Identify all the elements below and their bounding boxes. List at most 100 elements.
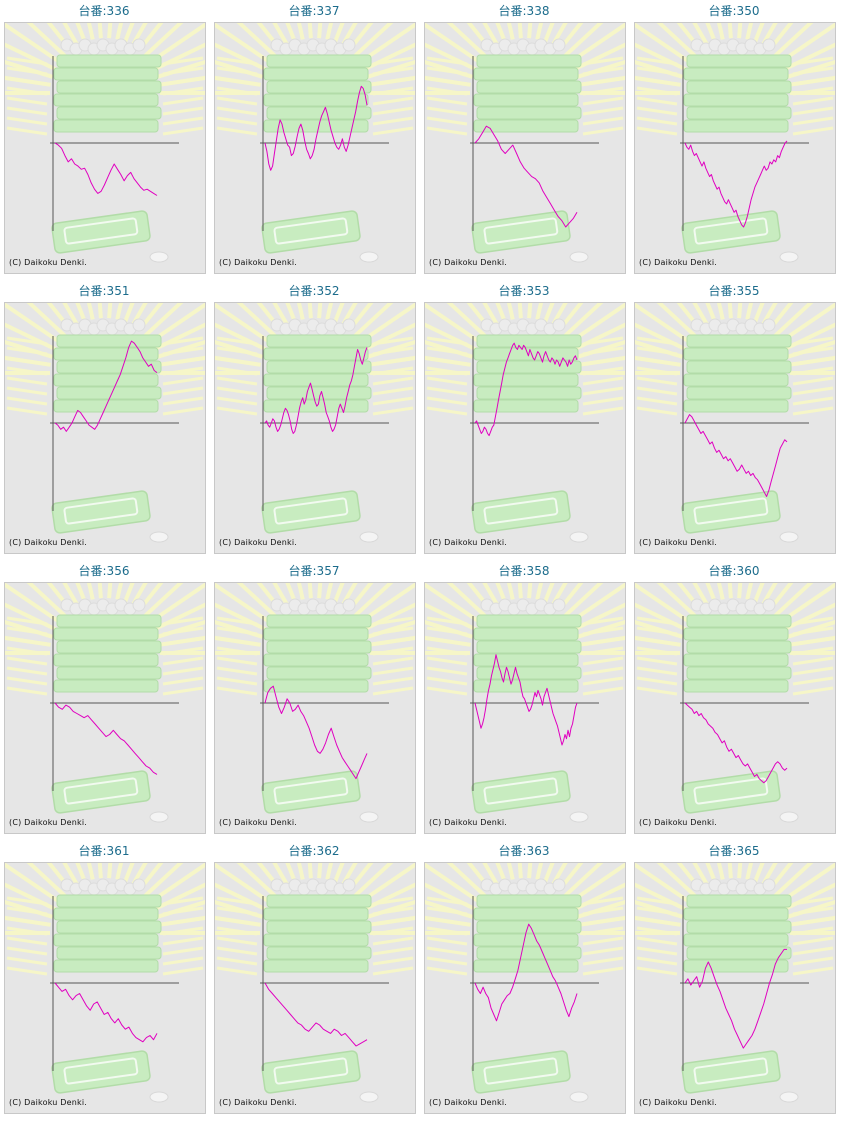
watermark-tray: [261, 490, 361, 534]
graph-panel[interactable]: (C) Daikoku Denki.: [424, 22, 626, 274]
graph-panel[interactable]: (C) Daikoku Denki.: [634, 582, 836, 834]
watermark-ray: [115, 583, 124, 600]
watermark-box: [266, 946, 372, 960]
watermark-ray: [372, 106, 414, 116]
watermark-ray: [792, 126, 834, 136]
watermark-coin: [762, 318, 776, 332]
machine-number-link[interactable]: 台番:357: [288, 564, 340, 578]
graph-svg: [215, 23, 415, 263]
machine-number-link[interactable]: 台番:355: [708, 284, 760, 298]
watermark-ray: [372, 116, 414, 126]
watermark-ray: [582, 956, 624, 966]
watermark-ray: [727, 303, 733, 319]
watermark-ray: [359, 303, 415, 344]
watermark-ray: [6, 376, 48, 386]
graph-panel[interactable]: (C) Daikoku Denki.: [424, 862, 626, 1114]
machine-number-link[interactable]: 台番:360: [708, 564, 760, 578]
machine-number-link[interactable]: 台番:362: [288, 844, 340, 858]
watermark-ray: [62, 863, 80, 887]
machine-number-link[interactable]: 台番:361: [78, 844, 130, 858]
watermark-ray: [425, 863, 481, 904]
machine-number-link[interactable]: 台番:353: [498, 284, 550, 298]
watermark-ray: [162, 56, 204, 66]
watermark-coin: [132, 598, 146, 612]
watermark-ray: [216, 376, 258, 386]
watermark-ray: [426, 686, 468, 696]
graph-panel[interactable]: (C) Daikoku Denki.: [214, 862, 416, 1114]
watermark-ray: [753, 863, 765, 883]
watermark-coin: [132, 38, 146, 52]
watermark-ray: [372, 966, 414, 976]
machine-number-link[interactable]: 台番:350: [708, 4, 760, 18]
graph-panel[interactable]: (C) Daikoku Denki.: [424, 302, 626, 554]
watermark-ray: [582, 116, 624, 126]
watermark-ray: [216, 926, 258, 936]
watermark-ray: [543, 303, 555, 323]
graph-panel[interactable]: (C) Daikoku Denki.: [4, 302, 206, 554]
watermark-coin: [552, 318, 566, 332]
watermark-ray: [426, 966, 468, 976]
watermark-ray: [5, 23, 61, 64]
machine-number-link[interactable]: 台番:338: [498, 4, 550, 18]
graph-panel[interactable]: (C) Daikoku Denki.: [214, 582, 416, 834]
watermark-ray: [5, 303, 61, 344]
watermark-ray: [6, 406, 48, 416]
watermark-ray: [6, 936, 48, 946]
watermark-tray: [471, 1050, 571, 1094]
graph-panel[interactable]: (C) Daikoku Denki.: [4, 862, 206, 1114]
graph-svg: [215, 303, 415, 543]
watermark-ray: [372, 926, 414, 936]
watermark-ray: [97, 583, 103, 599]
watermark-box: [473, 93, 579, 107]
graph-svg: [635, 303, 835, 543]
payout-series-line: [54, 340, 158, 432]
watermark-medal: [359, 531, 379, 543]
watermark-ray: [107, 23, 113, 39]
graph-svg: [635, 863, 835, 1103]
graph-panel[interactable]: (C) Daikoku Denki.: [634, 862, 836, 1114]
watermark-ray: [495, 23, 507, 43]
watermark-ray: [636, 936, 678, 946]
graph-panel[interactable]: (C) Daikoku Denki.: [4, 22, 206, 274]
watermark-ray: [285, 23, 297, 43]
machine-number-link[interactable]: 台番:351: [78, 284, 130, 298]
watermark-box: [683, 627, 789, 641]
machine-number-link[interactable]: 台番:352: [288, 284, 340, 298]
watermark-ray: [353, 863, 394, 898]
watermark-ray: [75, 863, 87, 883]
watermark-ray: [737, 863, 743, 879]
watermark-ray: [6, 906, 48, 916]
machine-number-link[interactable]: 台番:337: [288, 4, 340, 18]
watermark-ray: [6, 396, 48, 406]
graph-panel[interactable]: (C) Daikoku Denki.: [214, 22, 416, 274]
watermark-coin: [132, 878, 146, 892]
watermark-ray: [563, 583, 604, 618]
watermark-ray: [636, 76, 678, 86]
graph-panel[interactable]: (C) Daikoku Denki.: [634, 302, 836, 554]
watermark-ray: [636, 336, 678, 346]
watermark-ray: [636, 676, 678, 686]
watermark-ray: [582, 686, 624, 696]
graph-panel[interactable]: (C) Daikoku Denki.: [4, 582, 206, 834]
graph-panel[interactable]: (C) Daikoku Denki.: [634, 22, 836, 274]
machine-number-link[interactable]: 台番:356: [78, 564, 130, 578]
watermark-box: [476, 640, 582, 654]
watermark-coin: [762, 38, 776, 52]
machine-number-link[interactable]: 台番:358: [498, 564, 550, 578]
watermark-ray: [216, 56, 258, 66]
machine-number-link[interactable]: 台番:365: [708, 844, 760, 858]
machine-number-link[interactable]: 台番:336: [78, 4, 130, 18]
watermark-ray: [426, 616, 468, 626]
graph-panel[interactable]: (C) Daikoku Denki.: [214, 302, 416, 554]
watermark-ray: [372, 686, 414, 696]
watermark-ray: [582, 906, 624, 916]
watermark-box: [686, 614, 792, 628]
graph-panel[interactable]: (C) Daikoku Denki.: [424, 582, 626, 834]
watermark-background: [215, 583, 415, 823]
watermark-ray: [745, 23, 754, 40]
watermark-ray: [62, 23, 80, 47]
watermark-ray: [582, 366, 624, 376]
watermark-ray: [372, 916, 414, 926]
machine-number-link[interactable]: 台番:363: [498, 844, 550, 858]
watermark-ray: [692, 303, 710, 327]
